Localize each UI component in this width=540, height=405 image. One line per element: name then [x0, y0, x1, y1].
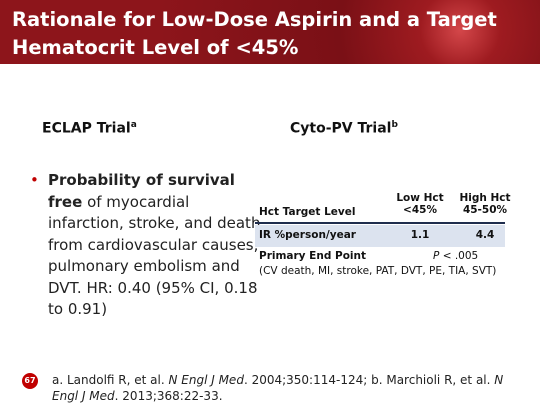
- col-header-line: <45%: [403, 204, 437, 216]
- heading-text: ECLAP Trial: [42, 120, 131, 137]
- col-header: High Hct 45-50%: [450, 192, 520, 216]
- p-text: < .005: [442, 250, 479, 262]
- cell: 4.4: [475, 229, 495, 241]
- row-label: Hct Target Level: [259, 206, 356, 218]
- footnote: a. Landolfi R, et al. N Engl J Med. 2004…: [52, 372, 522, 404]
- ref-journal: N Engl J Med: [168, 373, 244, 387]
- bullet-dot: •: [30, 171, 39, 189]
- right-heading: Cyto-PV Trialb: [290, 120, 398, 137]
- cell: 1.1: [410, 229, 430, 241]
- heading-sup: b: [391, 120, 398, 130]
- ref-text: . 2004;350:114-124; b. Marchioli R, et a…: [243, 373, 495, 387]
- page-number: 67: [22, 373, 38, 389]
- row-label: IR %person/year: [259, 229, 356, 241]
- col-header: Low Hct <45%: [385, 192, 455, 216]
- p-value: P < .005: [433, 250, 478, 262]
- left-heading: ECLAP Triala: [42, 120, 137, 137]
- bullet-bold: Probability of survival free: [48, 171, 235, 211]
- slide-title: Rationale for Low-Dose Aspirin and a Tar…: [12, 8, 497, 59]
- heading-text: Cyto-PV Trial: [290, 120, 392, 137]
- endpoint-detail: (CV death, MI, stroke, PAT, DVT, PE, TIA…: [259, 265, 497, 277]
- ref-journal: N Engl J Med: [52, 373, 504, 403]
- ref-text: . 2013;368:22-33.: [114, 389, 223, 403]
- row-label: Primary End Point: [259, 250, 366, 262]
- col-header-line: High Hct: [459, 192, 511, 204]
- rule: [255, 222, 505, 224]
- row-shade: [255, 225, 505, 247]
- col-header-line: 45-50%: [462, 204, 508, 216]
- heading-sup: a: [130, 120, 137, 130]
- col-header-line: Low Hct: [396, 192, 444, 204]
- bullet-text: of myocardial infarction, stroke, and de…: [48, 192, 261, 319]
- bullet: • Probability of survival free of myocard…: [30, 170, 266, 321]
- ref-text: a. Landolfi R, et al.: [52, 373, 169, 387]
- p-symbol: P: [433, 250, 440, 262]
- header-band: [0, 0, 540, 64]
